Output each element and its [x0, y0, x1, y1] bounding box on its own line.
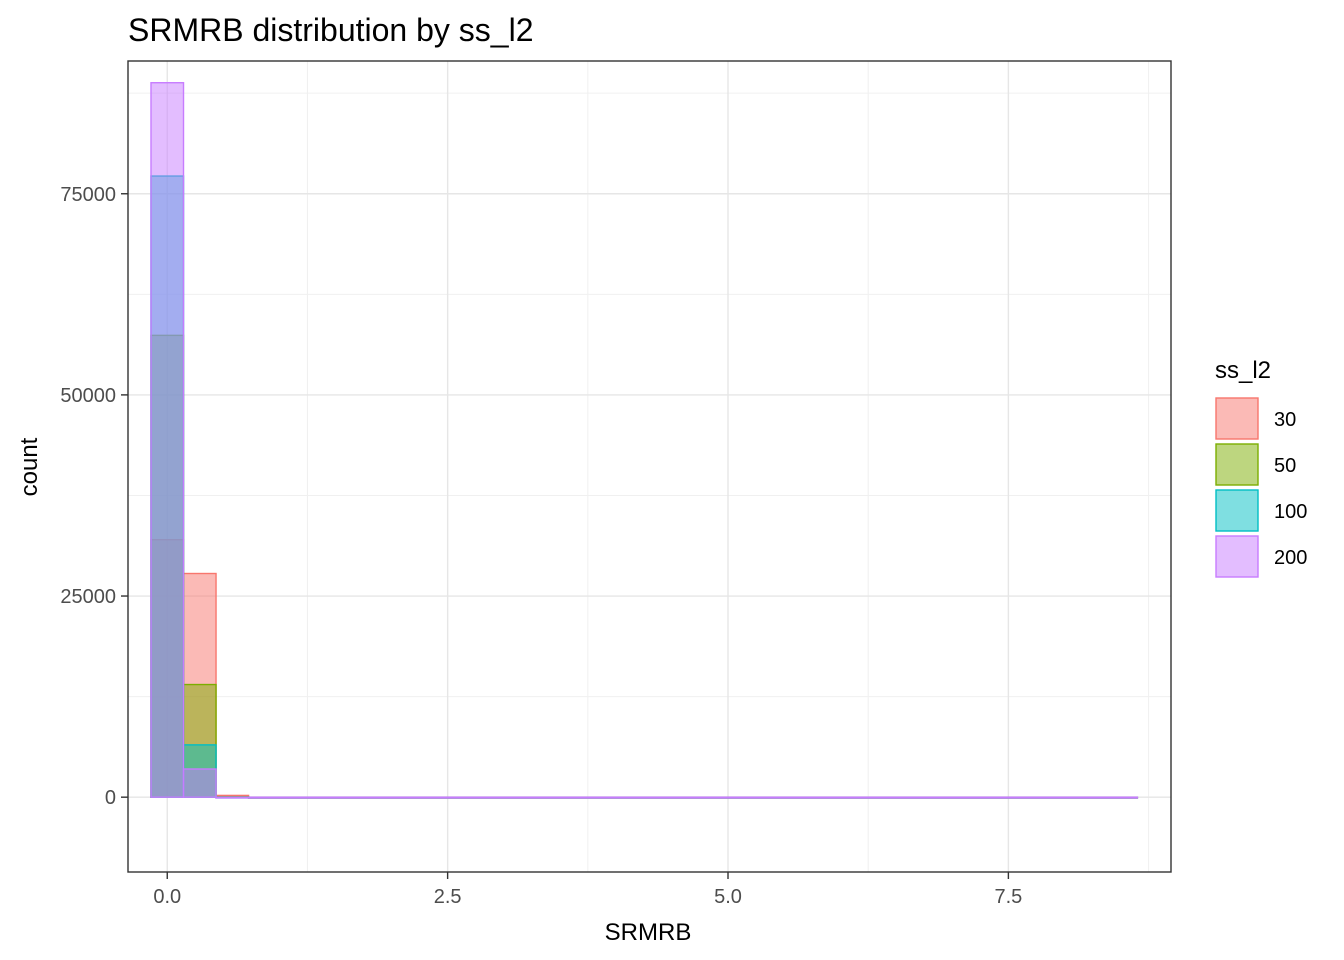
legend-swatch [1215, 443, 1259, 486]
bar [150, 82, 185, 798]
legend-label: 200 [1274, 547, 1307, 569]
legend-swatch [1215, 397, 1259, 440]
x-tick-label: 5.0 [714, 886, 742, 908]
histogram-bars [150, 82, 1139, 799]
panel-background [128, 61, 1171, 872]
y-tick-label: 0 [105, 787, 116, 809]
y-tick-label: 25000 [60, 586, 116, 608]
legend-items: 30 50 100 200 [1215, 397, 1307, 578]
plot-area [127, 60, 1172, 873]
legend-item-200: 200 [1215, 535, 1307, 578]
legend-item-30: 30 [1215, 397, 1296, 440]
y-axis: 0 25000 50000 75000 [60, 184, 128, 809]
legend: ss_l2 30 50 100 200 [1215, 357, 1307, 578]
bar [215, 796, 250, 799]
y-axis-title: count [16, 437, 43, 496]
x-axis-title: SRMRB [605, 919, 692, 946]
panel-border [127, 60, 1172, 873]
chart-title: SRMRB distribution by ss_l2 [128, 12, 533, 48]
legend-title: ss_l2 [1215, 357, 1271, 384]
legend-item-100: 100 [1215, 489, 1307, 532]
x-tick-label: 0.0 [153, 886, 181, 908]
x-axis: 0.0 2.5 5.0 7.5 [153, 872, 1022, 908]
x-tick-label: 2.5 [434, 886, 462, 908]
legend-label: 30 [1274, 409, 1296, 431]
legend-item-50: 50 [1215, 443, 1296, 486]
legend-label: 50 [1274, 455, 1296, 477]
y-tick-label: 50000 [60, 385, 116, 407]
legend-label: 100 [1274, 501, 1307, 523]
y-tick-label: 75000 [60, 184, 116, 206]
bar [182, 768, 217, 798]
legend-swatch [1215, 489, 1259, 532]
series-200 [150, 82, 1139, 799]
bar [247, 796, 1139, 799]
minor-gridlines [128, 61, 1171, 872]
x-tick-label: 7.5 [994, 886, 1022, 908]
legend-swatch [1215, 535, 1259, 578]
